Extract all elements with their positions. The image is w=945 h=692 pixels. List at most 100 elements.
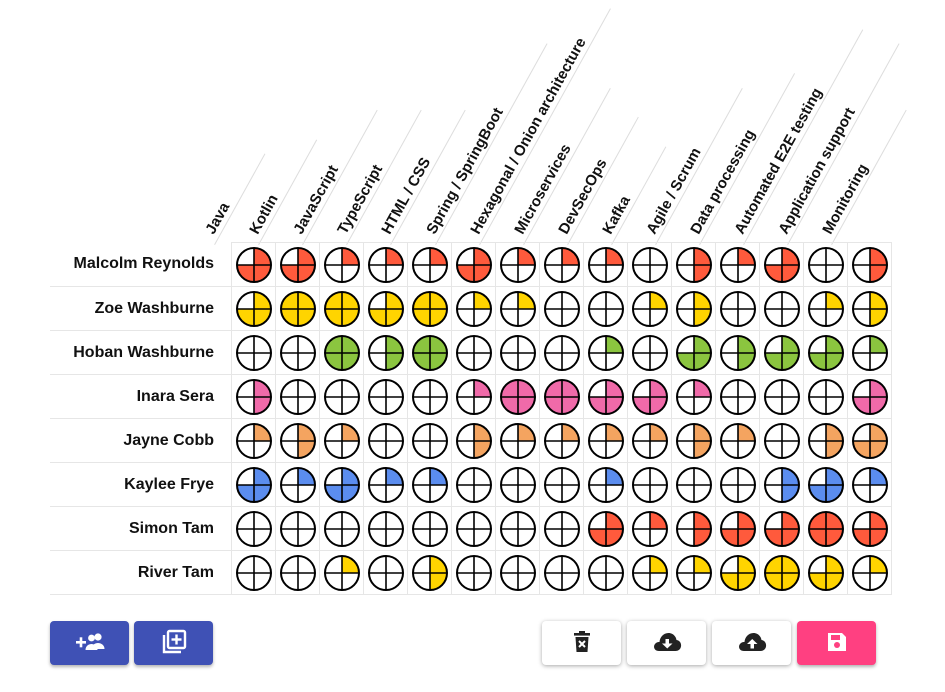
skill-level-cell[interactable] bbox=[715, 506, 760, 551]
skill-level-cell[interactable] bbox=[539, 418, 584, 463]
skill-level-cell[interactable] bbox=[539, 330, 584, 375]
skill-level-cell[interactable] bbox=[847, 550, 892, 595]
skill-level-cell[interactable] bbox=[671, 374, 716, 419]
skill-level-cell[interactable] bbox=[627, 418, 672, 463]
skill-level-cell[interactable] bbox=[407, 330, 452, 375]
skill-level-cell[interactable] bbox=[407, 418, 452, 463]
skill-level-cell[interactable] bbox=[407, 550, 452, 595]
skill-level-cell[interactable] bbox=[583, 418, 628, 463]
skill-level-cell[interactable] bbox=[363, 286, 408, 331]
skill-level-cell[interactable] bbox=[275, 286, 320, 331]
skill-level-cell[interactable] bbox=[275, 374, 320, 419]
skill-level-cell[interactable] bbox=[627, 506, 672, 551]
skill-level-cell[interactable] bbox=[539, 550, 584, 595]
skill-level-cell[interactable] bbox=[803, 330, 848, 375]
skill-level-cell[interactable] bbox=[231, 506, 276, 551]
person-name[interactable]: Simon Tam bbox=[50, 506, 232, 551]
skill-level-cell[interactable] bbox=[451, 374, 496, 419]
skill-level-cell[interactable] bbox=[671, 286, 716, 331]
skill-level-cell[interactable] bbox=[759, 330, 804, 375]
skill-level-cell[interactable] bbox=[627, 374, 672, 419]
skill-level-cell[interactable] bbox=[407, 286, 452, 331]
skill-level-cell[interactable] bbox=[231, 330, 276, 375]
skill-level-cell[interactable] bbox=[275, 418, 320, 463]
skill-level-cell[interactable] bbox=[803, 374, 848, 419]
skill-level-cell[interactable] bbox=[715, 374, 760, 419]
skill-level-cell[interactable] bbox=[671, 506, 716, 551]
upload-button[interactable] bbox=[712, 621, 791, 665]
skill-level-cell[interactable] bbox=[407, 462, 452, 507]
skill-level-cell[interactable] bbox=[715, 330, 760, 375]
skill-level-cell[interactable] bbox=[231, 286, 276, 331]
skill-level-cell[interactable] bbox=[759, 462, 804, 507]
skill-level-cell[interactable] bbox=[539, 462, 584, 507]
skill-level-cell[interactable] bbox=[803, 550, 848, 595]
skill-level-cell[interactable] bbox=[847, 374, 892, 419]
skill-level-cell[interactable] bbox=[451, 462, 496, 507]
skill-level-cell[interactable] bbox=[495, 286, 540, 331]
skill-level-cell[interactable] bbox=[627, 462, 672, 507]
skill-level-cell[interactable] bbox=[363, 330, 408, 375]
skill-level-cell[interactable] bbox=[847, 462, 892, 507]
skill-level-cell[interactable] bbox=[451, 330, 496, 375]
skill-level-cell[interactable] bbox=[495, 418, 540, 463]
skill-level-cell[interactable] bbox=[847, 242, 892, 287]
skill-level-cell[interactable] bbox=[627, 286, 672, 331]
skill-level-cell[interactable] bbox=[231, 242, 276, 287]
skill-level-cell[interactable] bbox=[583, 286, 628, 331]
skill-level-cell[interactable] bbox=[319, 418, 364, 463]
skill-level-cell[interactable] bbox=[671, 330, 716, 375]
skill-level-cell[interactable] bbox=[319, 506, 364, 551]
skill-level-cell[interactable] bbox=[583, 550, 628, 595]
skill-level-cell[interactable] bbox=[231, 418, 276, 463]
person-name[interactable]: Zoe Washburne bbox=[50, 286, 232, 331]
skill-level-cell[interactable] bbox=[319, 330, 364, 375]
add-person-button[interactable] bbox=[50, 621, 129, 665]
skill-level-cell[interactable] bbox=[671, 242, 716, 287]
skill-level-cell[interactable] bbox=[847, 418, 892, 463]
skill-level-cell[interactable] bbox=[539, 242, 584, 287]
person-name[interactable]: Jayne Cobb bbox=[50, 418, 232, 463]
person-name[interactable]: Inara Sera bbox=[50, 374, 232, 419]
skill-level-cell[interactable] bbox=[363, 506, 408, 551]
skill-level-cell[interactable] bbox=[407, 374, 452, 419]
skill-level-cell[interactable] bbox=[539, 286, 584, 331]
skill-level-cell[interactable] bbox=[847, 506, 892, 551]
skill-level-cell[interactable] bbox=[759, 418, 804, 463]
skill-level-cell[interactable] bbox=[583, 462, 628, 507]
skill-level-cell[interactable] bbox=[627, 242, 672, 287]
skill-level-cell[interactable] bbox=[495, 374, 540, 419]
skill-level-cell[interactable] bbox=[231, 550, 276, 595]
skill-level-cell[interactable] bbox=[583, 506, 628, 551]
skill-level-cell[interactable] bbox=[407, 242, 452, 287]
skill-level-cell[interactable] bbox=[275, 242, 320, 287]
skill-level-cell[interactable] bbox=[759, 550, 804, 595]
skill-level-cell[interactable] bbox=[715, 418, 760, 463]
skill-level-cell[interactable] bbox=[495, 330, 540, 375]
skill-level-cell[interactable] bbox=[319, 374, 364, 419]
skill-level-cell[interactable] bbox=[319, 550, 364, 595]
skill-level-cell[interactable] bbox=[451, 506, 496, 551]
person-name[interactable]: River Tam bbox=[50, 550, 232, 595]
save-button[interactable] bbox=[797, 621, 876, 665]
add-skill-button[interactable] bbox=[134, 621, 213, 665]
skill-level-cell[interactable] bbox=[671, 550, 716, 595]
skill-level-cell[interactable] bbox=[583, 374, 628, 419]
skill-level-cell[interactable] bbox=[627, 330, 672, 375]
skill-level-cell[interactable] bbox=[583, 330, 628, 375]
skill-level-cell[interactable] bbox=[715, 550, 760, 595]
skill-level-cell[interactable] bbox=[803, 418, 848, 463]
skill-level-cell[interactable] bbox=[803, 286, 848, 331]
skill-level-cell[interactable] bbox=[275, 506, 320, 551]
skill-level-cell[interactable] bbox=[539, 506, 584, 551]
person-name[interactable]: Malcolm Reynolds bbox=[50, 242, 232, 287]
skill-level-cell[interactable] bbox=[275, 550, 320, 595]
skill-level-cell[interactable] bbox=[495, 506, 540, 551]
skill-level-cell[interactable] bbox=[451, 286, 496, 331]
skill-level-cell[interactable] bbox=[803, 462, 848, 507]
skill-level-cell[interactable] bbox=[759, 286, 804, 331]
skill-level-cell[interactable] bbox=[363, 462, 408, 507]
skill-level-cell[interactable] bbox=[847, 330, 892, 375]
skill-level-cell[interactable] bbox=[715, 286, 760, 331]
person-name[interactable]: Kaylee Frye bbox=[50, 462, 232, 507]
